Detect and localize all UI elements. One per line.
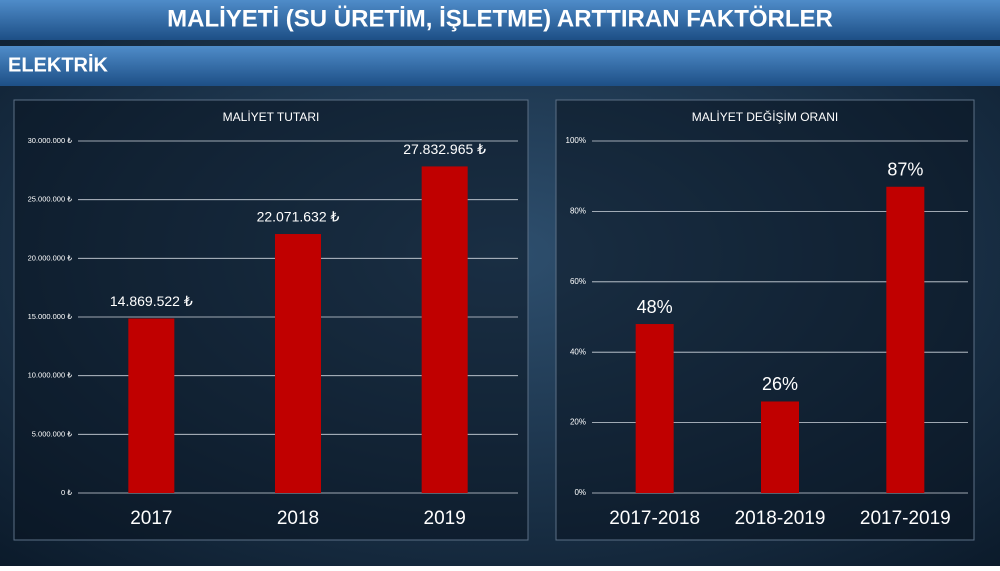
y-tick-label: 80% (570, 207, 586, 216)
x-tick-label: 2017-2019 (860, 508, 951, 529)
y-tick-label: 20% (570, 418, 586, 427)
bar (635, 324, 674, 493)
y-tick-label: 5.000.000 ₺ (32, 429, 72, 438)
bar (275, 234, 321, 493)
x-tick-label: 2017-2018 (609, 508, 700, 529)
bar (886, 186, 925, 493)
bar (128, 318, 175, 493)
section-title: ELEKTRİK (8, 53, 109, 76)
value-label: 87% (887, 160, 923, 180)
chart-title: MALİYET TUTARI (223, 110, 320, 124)
y-tick-label: 0 ₺ (61, 488, 72, 497)
title-bar (0, 0, 1000, 40)
y-tick-label: 60% (570, 277, 586, 286)
y-tick-label: 10.000.000 ₺ (28, 371, 73, 380)
value-label: 26% (762, 374, 798, 394)
x-tick-label: 2018-2019 (735, 508, 826, 529)
y-tick-label: 100% (566, 136, 586, 145)
x-tick-label: 2017 (130, 508, 172, 529)
y-tick-label: 20.000.000 ₺ (28, 253, 73, 262)
y-tick-label: 0% (574, 488, 586, 497)
section-bar (0, 46, 1000, 86)
chart-title: MALİYET DEĞİŞİM ORANI (692, 109, 838, 124)
value-label: 22.071.632 ₺ (257, 209, 340, 225)
bar (761, 401, 799, 493)
y-tick-label: 40% (570, 347, 586, 356)
y-tick-label: 30.000.000 ₺ (28, 136, 73, 145)
value-label: 27.832.965 ₺ (403, 141, 486, 157)
y-tick-label: 15.000.000 ₺ (28, 312, 73, 321)
value-label: 48% (637, 297, 673, 317)
value-label: 14.869.522 ₺ (110, 293, 193, 309)
x-tick-label: 2018 (277, 508, 319, 529)
bar (421, 166, 468, 493)
y-tick-label: 25.000.000 ₺ (28, 195, 73, 204)
slide-title: MALİYETİ (SU ÜRETİM, İŞLETME) ARTTIRAN F… (167, 5, 833, 32)
x-tick-label: 2019 (424, 508, 466, 529)
